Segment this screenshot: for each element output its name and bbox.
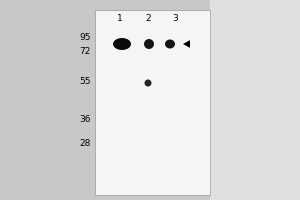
Ellipse shape [144, 39, 154, 49]
Ellipse shape [145, 79, 152, 86]
Text: 72: 72 [80, 47, 91, 56]
Ellipse shape [113, 38, 131, 50]
Ellipse shape [165, 40, 175, 48]
Text: 1: 1 [117, 14, 123, 23]
Text: 2: 2 [145, 14, 151, 23]
Text: 36: 36 [80, 116, 91, 124]
Bar [210, 0, 300, 200]
Text: 55: 55 [80, 77, 91, 86]
Text: 95: 95 [80, 33, 91, 43]
Text: 3: 3 [172, 14, 178, 23]
Polygon shape [183, 40, 190, 48]
Bar [95, 10, 210, 195]
Text: 28: 28 [80, 138, 91, 148]
